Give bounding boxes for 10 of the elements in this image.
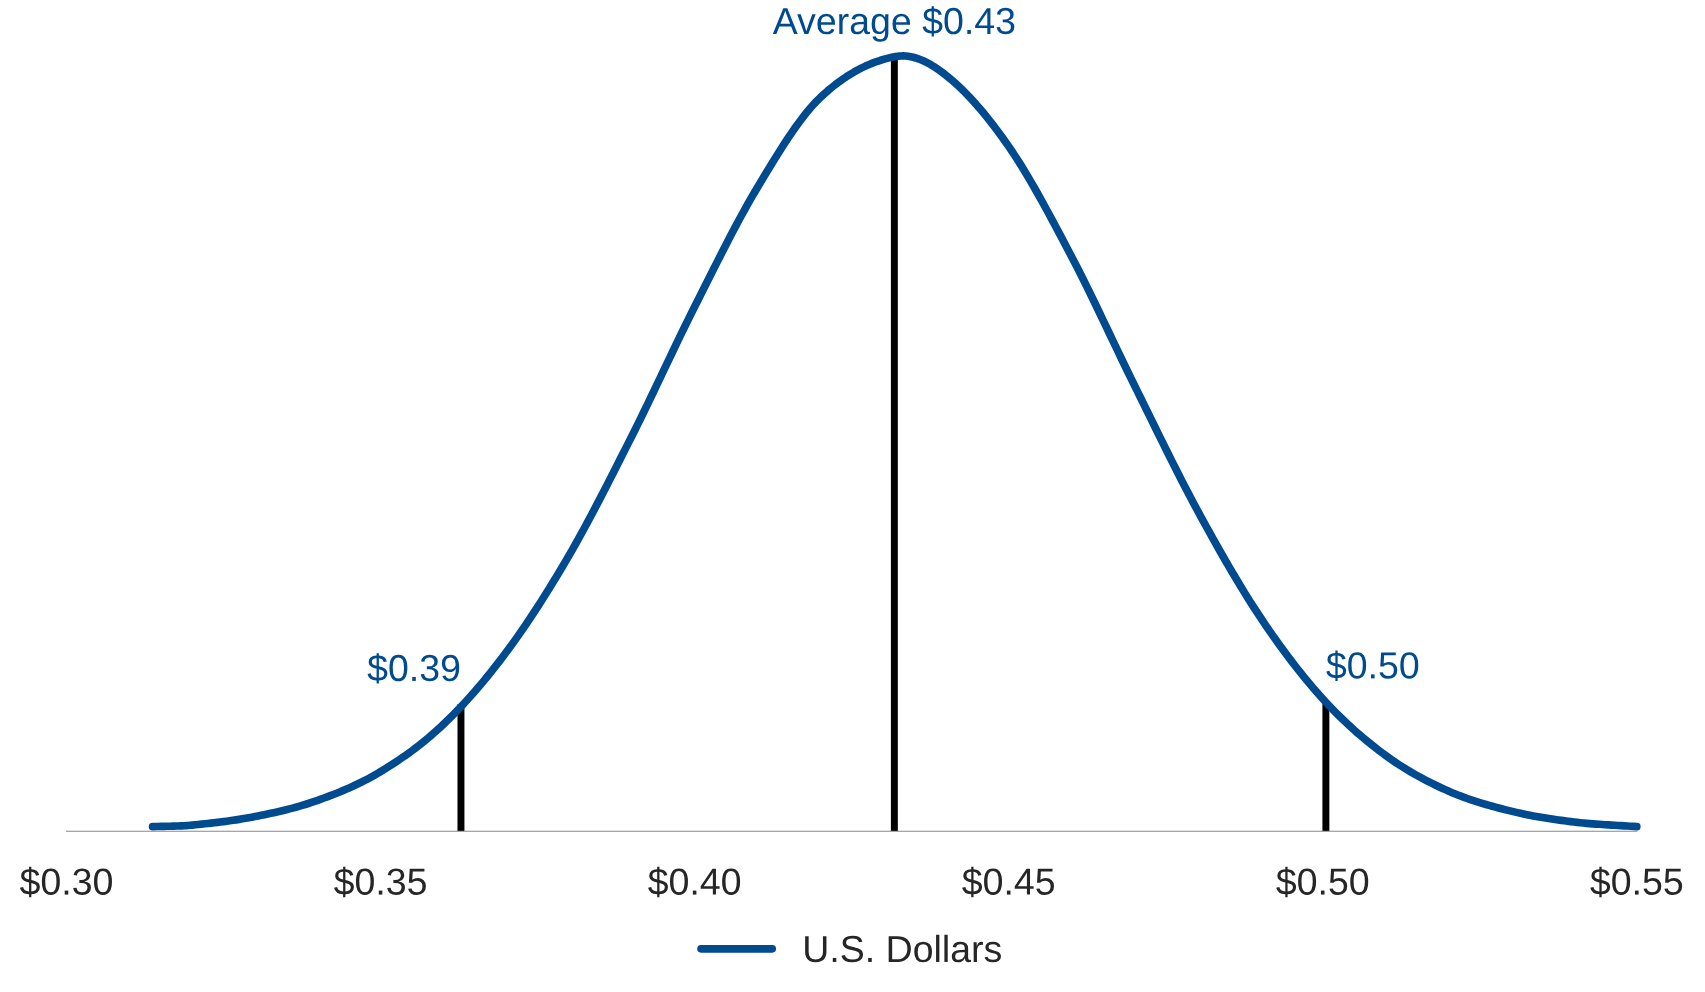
x-tick-label: $0.40 bbox=[648, 866, 741, 898]
x-tick-label: $0.35 bbox=[334, 866, 426, 898]
x-tick-label: $0.45 bbox=[962, 866, 1055, 898]
legend-label: U.S. Dollars bbox=[805, 934, 1001, 963]
annotation: $0.39 bbox=[367, 653, 460, 684]
annotation: $0.50 bbox=[1326, 650, 1419, 681]
text: Average $0.43 bbox=[772, 6, 1015, 42]
x-tick-label: $0.30 bbox=[19, 866, 112, 898]
x-tick-label: $0.55 bbox=[1590, 866, 1683, 898]
x-tick-label: $0.50 bbox=[1276, 866, 1369, 898]
